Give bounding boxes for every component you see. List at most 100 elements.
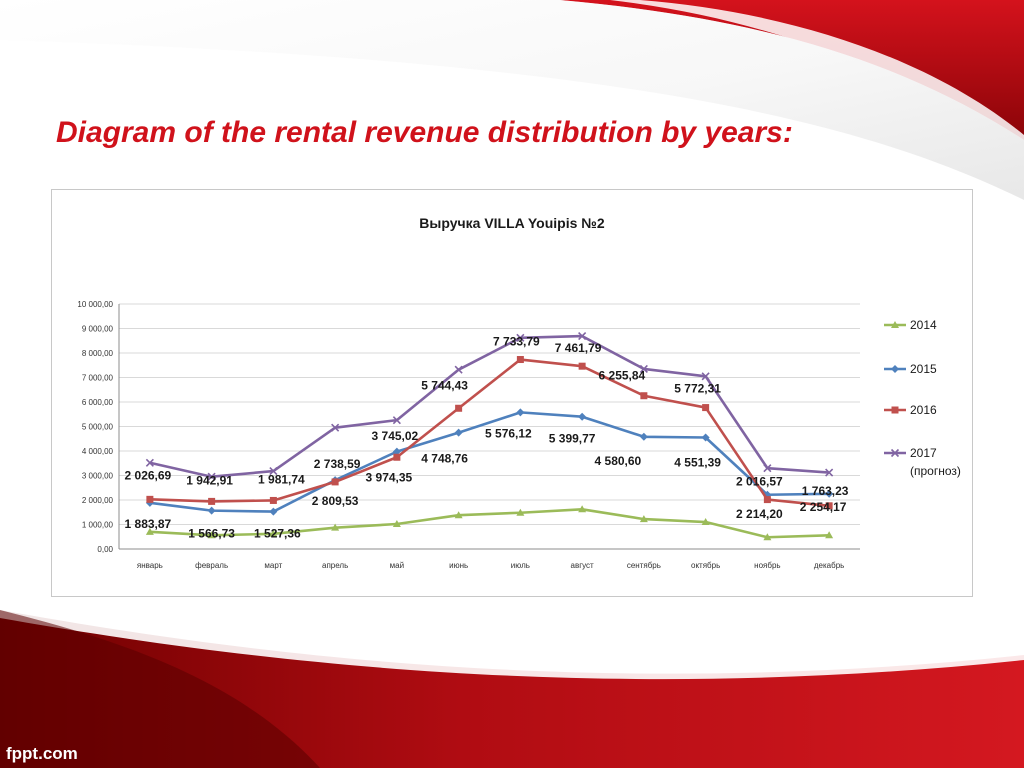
top-red-swoosh (560, 0, 1024, 140)
data-point-2015 (825, 489, 834, 498)
x-tick-label: август (571, 561, 595, 570)
data-point-2015 (516, 408, 525, 417)
y-tick-label: 0,00 (97, 545, 113, 554)
x-tick-label: май (390, 561, 404, 570)
data-point-2016 (455, 404, 463, 412)
data-point-2015 (392, 447, 401, 456)
data-point-2014 (269, 529, 278, 537)
x-tick-label: июль (511, 561, 530, 570)
data-point-2017 (145, 458, 154, 467)
data-point-2016 (702, 404, 710, 412)
chart-panel: Выручка VILLA Youipis №2 0,00 1 000,00 2 00… (51, 189, 973, 597)
data-point-2014 (763, 533, 772, 541)
data-label: 4 551,39 (674, 455, 721, 469)
data-point-2014 (639, 515, 648, 523)
data-point-2014 (207, 531, 216, 539)
y-tick-label: 8 000,00 (82, 349, 114, 358)
data-point-2017 (454, 365, 463, 374)
legend-marker-2015 (891, 365, 899, 373)
data-point-2017 (639, 364, 648, 373)
data-label: 7 733,79 (493, 335, 540, 349)
y-tick-label: 5 000,00 (82, 423, 114, 432)
x-tick-label: октябрь (691, 561, 720, 570)
legend-label: 2016 (910, 403, 937, 417)
data-point-2016 (269, 496, 277, 504)
x-tick-label: сентябрь (627, 561, 661, 570)
x-tick-label: январь (137, 561, 163, 570)
data-label: 2 809,53 (312, 494, 359, 508)
data-point-2014 (331, 523, 340, 531)
legend-label: 2015 (910, 362, 937, 376)
data-label: 1 566,73 (188, 527, 235, 541)
data-point-2015 (207, 506, 216, 515)
series-line-2015 (149, 411, 830, 513)
data-point-2014 (145, 527, 154, 535)
y-tick-label: 6 000,00 (82, 398, 114, 407)
data-point-2015 (701, 433, 710, 442)
data-label: 7 461,79 (555, 341, 602, 355)
data-label: 2 026,69 (125, 468, 172, 482)
data-point-2017 (331, 423, 340, 432)
data-point-2016 (516, 356, 524, 364)
data-label: 1 883,87 (125, 517, 172, 531)
series-line-2016 (149, 358, 830, 508)
data-point-2014 (516, 508, 525, 516)
data-label: 1 942,91 (186, 473, 233, 487)
chart-title: Выручка VILLA Youipis №2 (419, 215, 605, 231)
data-point-2016 (146, 495, 154, 503)
y-tick-label: 1 000,00 (82, 521, 114, 530)
legend-marker-2014 (891, 321, 899, 328)
x-tick-label: декабрь (814, 561, 844, 570)
data-label: 3 745,02 (372, 429, 419, 443)
data-label: 5 772,31 (674, 382, 721, 396)
data-point-2014 (392, 520, 401, 528)
data-label: 2 214,20 (736, 507, 783, 521)
legend-label: 2017 (910, 446, 937, 460)
y-tick-label: 7 000,00 (82, 374, 114, 383)
slide-title: Diagram of the rental revenue distributi… (56, 116, 793, 149)
data-point-2017 (516, 333, 525, 342)
y-tick-label: 2 000,00 (82, 496, 114, 505)
data-label: 1 763,23 (802, 484, 849, 498)
data-label: 2 016,57 (736, 475, 783, 489)
data-point-2017 (578, 332, 587, 341)
y-tick-label: 9 000,00 (82, 325, 114, 334)
watermark: fppt.com (6, 744, 78, 763)
data-label: 5 399,77 (549, 432, 596, 446)
y-tick-label: 3 000,00 (82, 472, 114, 481)
y-tick-label: 4 000,00 (82, 447, 114, 456)
data-point-2016 (763, 496, 771, 504)
data-point-2017 (392, 416, 401, 425)
x-tick-label: апрель (322, 561, 348, 570)
data-label: 2 254,17 (800, 500, 847, 514)
series-line-2014 (149, 508, 830, 539)
data-label: 1 981,74 (258, 472, 305, 486)
data-point-2016 (825, 502, 833, 510)
data-point-2014 (578, 505, 587, 513)
data-label: 2 738,59 (314, 457, 361, 471)
data-point-2014 (825, 531, 834, 539)
data-point-2017 (269, 467, 278, 476)
data-point-2017 (701, 372, 710, 381)
data-point-2016 (331, 478, 339, 486)
legend-sublabel: (прогноз) (910, 464, 961, 478)
data-point-2017 (825, 468, 834, 477)
data-point-2016 (208, 497, 216, 505)
x-tick-label: март (264, 561, 282, 570)
data-point-2016 (640, 392, 648, 400)
data-point-2015 (639, 432, 648, 441)
data-point-2017 (763, 464, 772, 473)
legend-marker-2016 (891, 406, 899, 414)
data-point-2015 (269, 507, 278, 516)
data-point-2017 (207, 472, 216, 481)
data-point-2015 (578, 412, 587, 421)
x-tick-label: февраль (195, 561, 228, 570)
series-line-2017 (149, 334, 830, 479)
x-tick-label: ноябрь (754, 561, 780, 570)
line-chart: Выручка VILLA Youipis №2 0,00 1 000,00 2 00… (77, 215, 961, 570)
data-point-2014 (454, 511, 463, 519)
data-label: 5 744,43 (421, 378, 468, 392)
data-point-2016 (578, 362, 586, 370)
data-label: 4 580,60 (595, 454, 642, 468)
legend-marker-2017 (890, 448, 900, 458)
